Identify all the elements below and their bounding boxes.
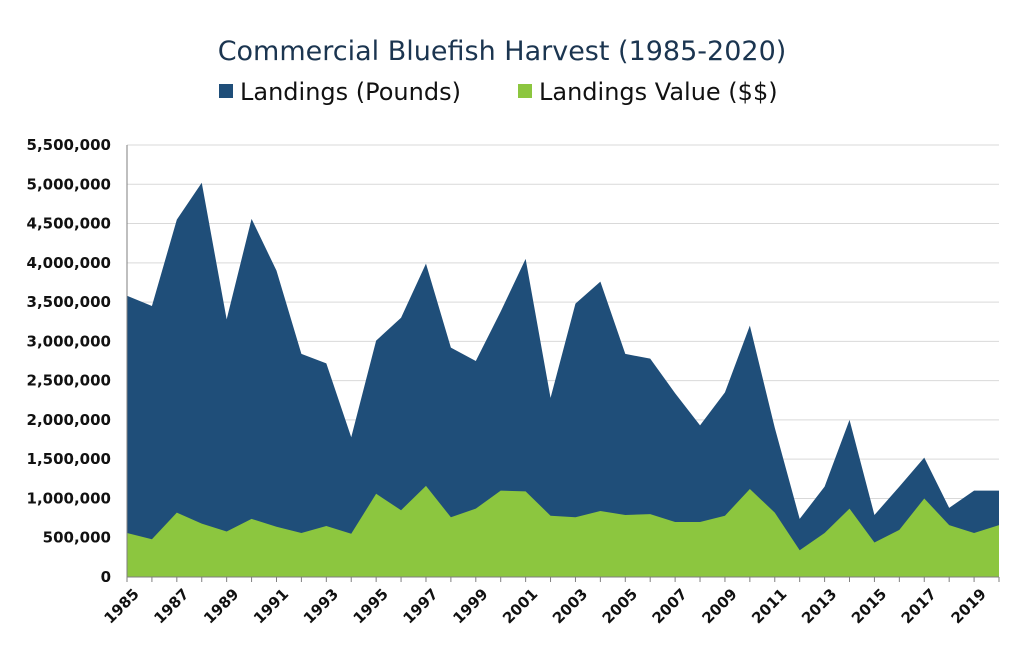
- x-tick-label: 1993: [300, 585, 342, 627]
- y-tick-label: 500,000: [43, 529, 111, 547]
- legend-label-landings-value: Landings Value ($$): [539, 78, 778, 106]
- legend: Landings (Pounds) Landings Value ($$): [219, 78, 778, 106]
- y-tick-labels: 0 500,000 1,000,000 1,500,000 2,000,000 2,500…: [27, 136, 111, 586]
- x-tick-label: 1997: [399, 585, 441, 627]
- plot-areas: [127, 182, 999, 577]
- y-tick-label: 0: [101, 568, 111, 586]
- x-tick-labels: 1985 1987 1989 1991 1993 1995 1997 1999 2001 2003…: [101, 585, 990, 627]
- y-tick-label: 3,500,000: [27, 293, 111, 311]
- x-tick-label: 1989: [200, 585, 242, 627]
- x-tick-label: 1985: [101, 585, 143, 627]
- y-tick-label: 5,500,000: [27, 136, 111, 154]
- axes: [126, 145, 1000, 582]
- legend-swatch-landings-value: [518, 84, 532, 98]
- chart-title: Commercial Bluefish Harvest (1985-2020): [218, 36, 787, 67]
- x-tick-label: 1991: [250, 585, 292, 627]
- x-tick-label: 2001: [499, 585, 541, 627]
- x-tick-label: 2005: [599, 585, 641, 627]
- y-tick-label: 4,000,000: [27, 254, 111, 272]
- y-tick-label: 2,500,000: [27, 372, 111, 390]
- x-tick-label: 2015: [848, 585, 890, 627]
- x-tick-label: 1987: [150, 585, 192, 627]
- y-tick-label: 5,000,000: [27, 175, 111, 193]
- legend-swatch-landings-pounds: [219, 84, 233, 98]
- y-tick-label: 3,000,000: [27, 332, 111, 350]
- x-tick-label: 2013: [798, 585, 840, 627]
- y-tick-label: 4,500,000: [27, 215, 111, 233]
- x-tick-label: 2007: [649, 585, 691, 627]
- x-tick-label: 2011: [748, 585, 790, 627]
- x-tick-label: 2009: [698, 585, 740, 627]
- x-tick-label: 1995: [350, 585, 392, 627]
- x-tick-label: 1999: [449, 585, 491, 627]
- y-tick-label: 1,000,000: [27, 489, 111, 507]
- x-tick-label: 2017: [898, 585, 940, 627]
- area-landings-value: [127, 485, 999, 577]
- x-tick-label: 2003: [549, 585, 591, 627]
- y-tick-label: 2,000,000: [27, 411, 111, 429]
- legend-label-landings-pounds: Landings (Pounds): [240, 78, 461, 106]
- x-tick-label: 2019: [948, 585, 990, 627]
- area-landings-pounds: [127, 182, 999, 577]
- y-tick-label: 1,500,000: [27, 450, 111, 468]
